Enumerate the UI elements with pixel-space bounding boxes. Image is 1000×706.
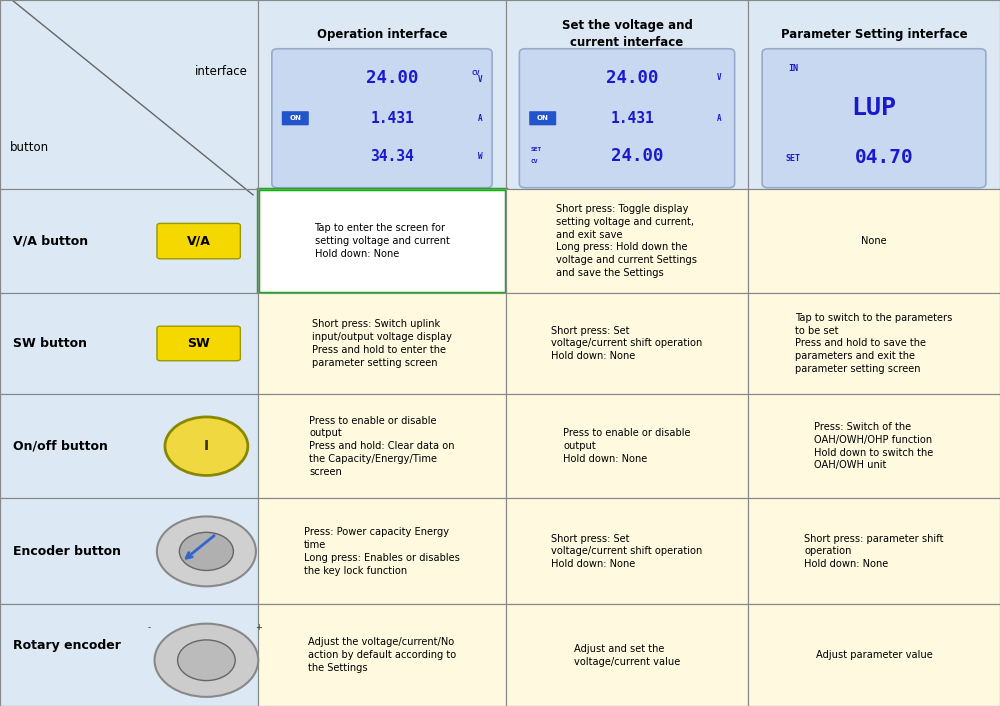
Bar — [506, 604, 748, 706]
Text: Rotary encoder: Rotary encoder — [13, 638, 121, 652]
Text: A: A — [478, 114, 482, 123]
Text: SW: SW — [187, 337, 210, 350]
Bar — [506, 498, 748, 604]
Circle shape — [178, 640, 235, 681]
Text: Short press: Toggle display
setting voltage and current,
and exit save
Long pres: Short press: Toggle display setting volt… — [556, 204, 698, 278]
Bar — [258, 394, 506, 498]
Circle shape — [157, 516, 256, 586]
Text: Encoder button: Encoder button — [13, 545, 121, 558]
Text: 34.34: 34.34 — [370, 149, 414, 164]
Text: -: - — [148, 623, 151, 632]
Text: 24.00: 24.00 — [606, 68, 658, 87]
Text: SET: SET — [786, 154, 801, 163]
Bar — [0, 604, 258, 706]
Text: Tap to enter the screen for
setting voltage and current
Hold down: None: Tap to enter the screen for setting volt… — [315, 223, 449, 259]
Text: Parameter Setting interface: Parameter Setting interface — [781, 28, 967, 40]
FancyBboxPatch shape — [282, 111, 309, 125]
Text: IN: IN — [788, 64, 798, 73]
FancyBboxPatch shape — [272, 49, 492, 188]
Text: W: W — [478, 152, 482, 161]
Bar — [0, 293, 258, 394]
Bar — [748, 604, 1000, 706]
Text: button: button — [10, 141, 49, 154]
Text: SET: SET — [530, 147, 541, 152]
Text: V: V — [478, 75, 482, 83]
Text: Short press: Set
voltage/current shift operation
Hold down: None: Short press: Set voltage/current shift o… — [551, 534, 703, 569]
Bar — [258, 604, 506, 706]
Text: 1.431: 1.431 — [370, 111, 414, 126]
Text: 24.00: 24.00 — [366, 68, 418, 87]
FancyBboxPatch shape — [529, 111, 556, 125]
FancyBboxPatch shape — [157, 223, 240, 259]
Text: Short press: Switch uplink
input/output voltage display
Press and hold to enter : Short press: Switch uplink input/output … — [312, 319, 452, 368]
Circle shape — [155, 623, 258, 697]
Text: 1.431: 1.431 — [610, 111, 654, 126]
Text: Press to enable or disable
output
Hold down: None: Press to enable or disable output Hold d… — [563, 429, 691, 464]
Text: Press: Power capacity Energy
time
Long press: Enables or disables
the key lock f: Press: Power capacity Energy time Long p… — [304, 527, 460, 575]
Text: None: None — [861, 236, 887, 246]
Text: Adjust parameter value: Adjust parameter value — [816, 650, 932, 660]
Text: ON: ON — [289, 115, 301, 121]
Text: A: A — [716, 114, 721, 123]
Bar — [0, 0, 258, 189]
Text: 04.70: 04.70 — [855, 148, 913, 167]
Circle shape — [165, 417, 248, 475]
Bar — [748, 189, 1000, 293]
Text: Operation interface: Operation interface — [317, 28, 447, 40]
Bar — [258, 0, 506, 189]
Text: V/A: V/A — [187, 234, 211, 248]
Text: SW button: SW button — [13, 337, 87, 350]
Bar — [0, 189, 258, 293]
Text: Set the voltage and
current interface: Set the voltage and current interface — [562, 19, 692, 49]
Bar — [748, 394, 1000, 498]
Bar — [506, 394, 748, 498]
Bar — [748, 293, 1000, 394]
Text: LUP: LUP — [852, 96, 896, 120]
FancyBboxPatch shape — [519, 49, 735, 188]
Bar — [506, 293, 748, 394]
Text: ON: ON — [537, 115, 549, 121]
Bar — [258, 293, 506, 394]
Text: Short press: parameter shift
operation
Hold down: None: Short press: parameter shift operation H… — [804, 534, 944, 569]
Text: V/A button: V/A button — [13, 234, 88, 248]
Text: Press to enable or disable
output
Press and hold: Clear data on
the Capacity/Ene: Press to enable or disable output Press … — [309, 416, 455, 477]
Text: Adjust the voltage/current/No
action by default according to
the Settings: Adjust the voltage/current/No action by … — [308, 638, 456, 673]
Text: V: V — [716, 73, 721, 83]
Bar — [748, 0, 1000, 189]
Text: CV: CV — [530, 159, 538, 164]
Text: interface: interface — [195, 66, 248, 78]
Text: +: + — [255, 623, 262, 632]
Text: On/off button: On/off button — [13, 440, 108, 453]
Bar — [258, 189, 506, 293]
Text: CV: CV — [472, 70, 480, 76]
FancyBboxPatch shape — [762, 49, 986, 188]
Text: I: I — [204, 439, 209, 453]
Circle shape — [179, 532, 233, 570]
Bar — [506, 0, 748, 189]
Text: Adjust and set the
voltage/current value: Adjust and set the voltage/current value — [574, 644, 680, 666]
Text: Press: Switch of the
OAH/OWH/OHP function
Hold down to switch the
OAH/OWH unit: Press: Switch of the OAH/OWH/OHP functio… — [814, 422, 934, 470]
Bar — [506, 189, 748, 293]
Bar — [0, 394, 258, 498]
Text: Short press: Set
voltage/current shift operation
Hold down: None: Short press: Set voltage/current shift o… — [551, 325, 703, 361]
Text: Tap to switch to the parameters
to be set
Press and hold to save the
parameters : Tap to switch to the parameters to be se… — [795, 313, 953, 374]
Bar — [748, 498, 1000, 604]
Bar — [258, 498, 506, 604]
Text: 24.00: 24.00 — [611, 147, 663, 165]
Bar — [0, 498, 258, 604]
FancyBboxPatch shape — [157, 326, 240, 361]
